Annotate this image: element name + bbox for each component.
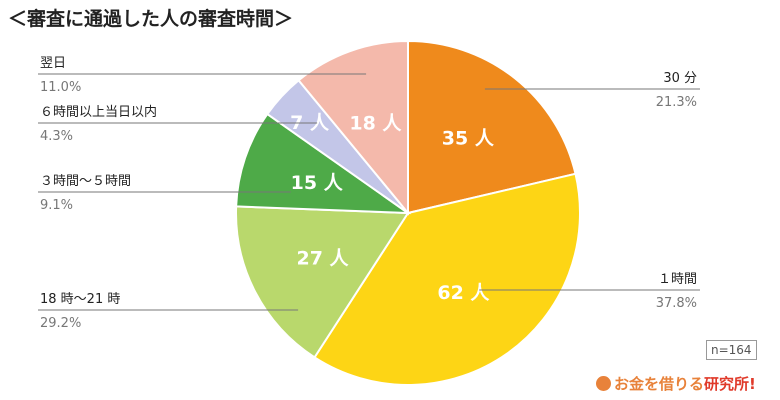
slice-count-label: 35 人 [442, 128, 495, 150]
category-label: ６時間以上当日以内 [40, 104, 157, 120]
percent-label: 4.3% [40, 129, 73, 144]
category-label: 18 時〜21 時 [40, 292, 120, 307]
slice-count-label: 27 人 [296, 247, 349, 269]
logo-text-accent: 研究所! [704, 375, 756, 393]
percent-label: 21.3% [656, 95, 697, 110]
sample-size-note: n=164 [706, 340, 757, 360]
category-label: ３時間〜５時間 [40, 174, 131, 189]
slice-count-label: 15 人 [291, 172, 344, 194]
percent-label: 37.8% [656, 296, 697, 311]
percent-label: 11.0% [40, 80, 81, 95]
pie-slice [313, 172, 581, 386]
pie-slice [235, 112, 412, 215]
pie-slice [407, 39, 577, 215]
chart-title: ＜審査に通過した人の審査時間＞ [8, 8, 294, 30]
category-label: １時間 [658, 272, 697, 287]
logo-text-main: お金を借りる [614, 375, 705, 393]
brand-logo: お金を借りる研究所! [596, 373, 756, 394]
percent-label: 29.2% [40, 316, 81, 331]
slice-count-label: 62 人 [437, 282, 490, 304]
slice-count-label: 18 人 [349, 112, 402, 134]
percent-label: 9.1% [40, 198, 73, 213]
pie-slice [235, 205, 410, 359]
coin-icon [596, 376, 611, 391]
category-label: 翌日 [40, 56, 66, 71]
category-label: 30 分 [663, 71, 697, 86]
pie-slice [297, 39, 409, 216]
